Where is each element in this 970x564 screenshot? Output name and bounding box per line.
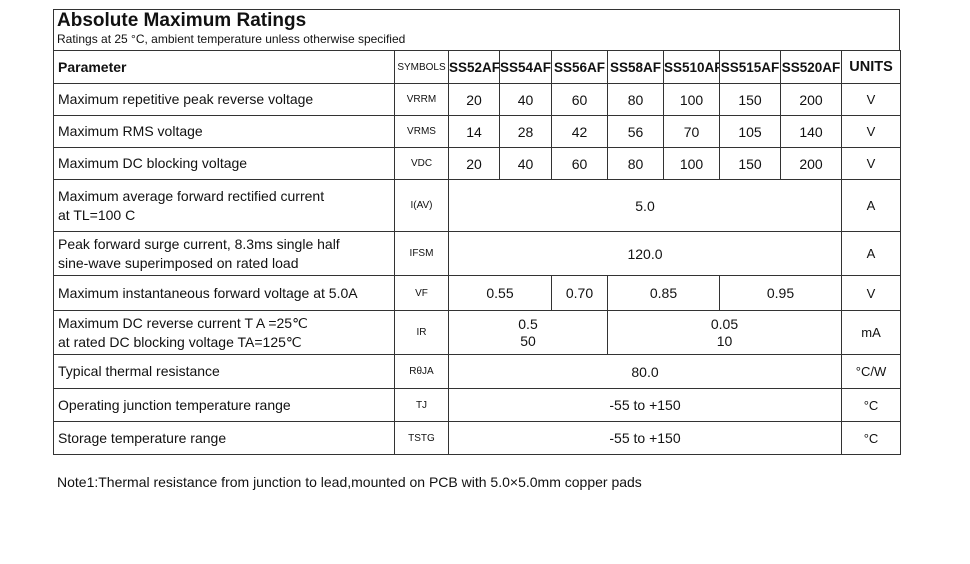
value-cell: 100 (663, 83, 720, 116)
param-cell: Maximum instantaneous forward voltage at… (53, 275, 395, 311)
table-row: Maximum instantaneous forward voltage at… (53, 275, 901, 311)
symbol-cell: TJ (394, 388, 449, 422)
unit-cell: mA (841, 310, 901, 355)
param-line: sine-wave superimposed on rated load (58, 254, 299, 271)
value-cell: 150 (719, 83, 781, 116)
value-cell: 42 (551, 115, 608, 148)
param-cell: Maximum DC blocking voltage (53, 147, 395, 180)
symbol-cell: RθJA (394, 354, 449, 389)
col-header-part: SS52AF (448, 50, 500, 84)
param-cell: Storage temperature range (53, 421, 395, 455)
param-cell: Maximum repetitive peak reverse voltage (53, 83, 395, 116)
symbol-cell: VF (394, 275, 449, 311)
symbol-cell: IR (394, 310, 449, 355)
col-header-part: SS56AF (551, 50, 608, 84)
value-cell: 5.0 (448, 179, 842, 232)
value-line: 10 (716, 332, 733, 349)
value-cell: 28 (499, 115, 552, 148)
table-row: Storage temperature range TSTG -55 to +1… (53, 421, 901, 455)
value-cell: 80 (607, 147, 664, 180)
value-cell: 0.05 10 (607, 310, 842, 355)
symbol-cell: IFSM (394, 231, 449, 276)
value-cell: 0.70 (551, 275, 608, 311)
value-cell: 60 (551, 83, 608, 116)
col-header-part: SS54AF (499, 50, 552, 84)
unit-cell: A (841, 231, 901, 276)
value-cell: 80.0 (448, 354, 842, 389)
unit-cell: V (841, 275, 901, 311)
col-header-part: SS520AF (780, 50, 842, 84)
value-cell: -55 to +150 (448, 421, 842, 455)
symbol-cell: VDC (394, 147, 449, 180)
value-cell: 80 (607, 83, 664, 116)
value-cell: 100 (663, 147, 720, 180)
value-cell: 20 (448, 83, 500, 116)
unit-cell: V (841, 115, 901, 148)
param-line: Peak forward surge current, 8.3ms single… (58, 235, 340, 252)
param-line: at rated DC blocking voltage TA=125℃ (58, 333, 302, 350)
unit-cell: A (841, 179, 901, 232)
table-row: Maximum DC blocking voltage VDC 20 40 60… (53, 147, 901, 180)
col-header-part: SS515AF (719, 50, 781, 84)
unit-cell: °C (841, 388, 901, 422)
col-header-units: UNITS (841, 50, 901, 84)
unit-cell: °C/W (841, 354, 901, 389)
footnote: Note1:Thermal resistance from junction t… (57, 474, 642, 490)
unit-cell: V (841, 83, 901, 116)
param-line: at TL=100 C (58, 206, 136, 223)
table-row: Maximum average forward rectified curren… (53, 179, 901, 232)
value-cell: 200 (780, 147, 842, 180)
unit-cell: °C (841, 421, 901, 455)
param-cell: Maximum average forward rectified curren… (53, 179, 395, 232)
table-row: Maximum repetitive peak reverse voltage … (53, 83, 901, 116)
value-cell: 0.5 50 (448, 310, 608, 355)
value-line: 0.05 (710, 315, 739, 332)
param-cell: Typical thermal resistance (53, 354, 395, 389)
title-block: Absolute Maximum Ratings Ratings at 25 °… (53, 9, 900, 50)
col-header-part: SS510AF (663, 50, 720, 84)
table-row: Maximum DC reverse current T A =25℃ at r… (53, 310, 901, 355)
symbol-cell: TSTG (394, 421, 449, 455)
param-line: Maximum DC reverse current T A =25℃ (58, 314, 308, 331)
value-cell: 150 (719, 147, 781, 180)
value-cell: 56 (607, 115, 664, 148)
param-line: Maximum average forward rectified curren… (58, 187, 325, 204)
value-cell: 0.95 (719, 275, 842, 311)
param-cell: Maximum RMS voltage (53, 115, 395, 148)
table-row: Maximum RMS voltage VRMS 14 28 42 56 70 … (53, 115, 901, 148)
param-cell: Maximum DC reverse current T A =25℃ at r… (53, 310, 395, 355)
symbol-cell: I(AV) (394, 179, 449, 232)
value-line: 50 (520, 332, 536, 349)
header-row: Parameter SYMBOLS SS52AF SS54AF SS56AF S… (53, 50, 901, 84)
table-row: Operating junction temperature range TJ … (53, 388, 901, 422)
col-header-symbols: SYMBOLS (394, 50, 449, 84)
param-cell: Peak forward surge current, 8.3ms single… (53, 231, 395, 276)
col-header-part: SS58AF (607, 50, 664, 84)
value-cell: 70 (663, 115, 720, 148)
value-cell: 40 (499, 83, 552, 116)
value-cell: 0.55 (448, 275, 552, 311)
symbol-cell: VRRM (394, 83, 449, 116)
value-cell: 200 (780, 83, 842, 116)
ratings-sheet: Absolute Maximum Ratings Ratings at 25 °… (53, 9, 901, 455)
value-cell: 40 (499, 147, 552, 180)
value-cell: 14 (448, 115, 500, 148)
value-cell: 120.0 (448, 231, 842, 276)
value-cell: -55 to +150 (448, 388, 842, 422)
value-line: 0.5 (518, 315, 538, 332)
value-cell: 60 (551, 147, 608, 180)
param-cell: Operating junction temperature range (53, 388, 395, 422)
ratings-table: Parameter SYMBOLS SS52AF SS54AF SS56AF S… (53, 50, 901, 455)
unit-cell: V (841, 147, 901, 180)
value-cell: 20 (448, 147, 500, 180)
table-row: Peak forward surge current, 8.3ms single… (53, 231, 901, 276)
symbol-cell: VRMS (394, 115, 449, 148)
col-header-parameter: Parameter (53, 50, 395, 84)
value-cell: 0.85 (607, 275, 720, 311)
page-title: Absolute Maximum Ratings (57, 10, 307, 31)
table-row: Typical thermal resistance RθJA 80.0 °C/… (53, 354, 901, 389)
subtitle: Ratings at 25 °C, ambient temperature un… (57, 32, 406, 46)
value-cell: 140 (780, 115, 842, 148)
value-cell: 105 (719, 115, 781, 148)
